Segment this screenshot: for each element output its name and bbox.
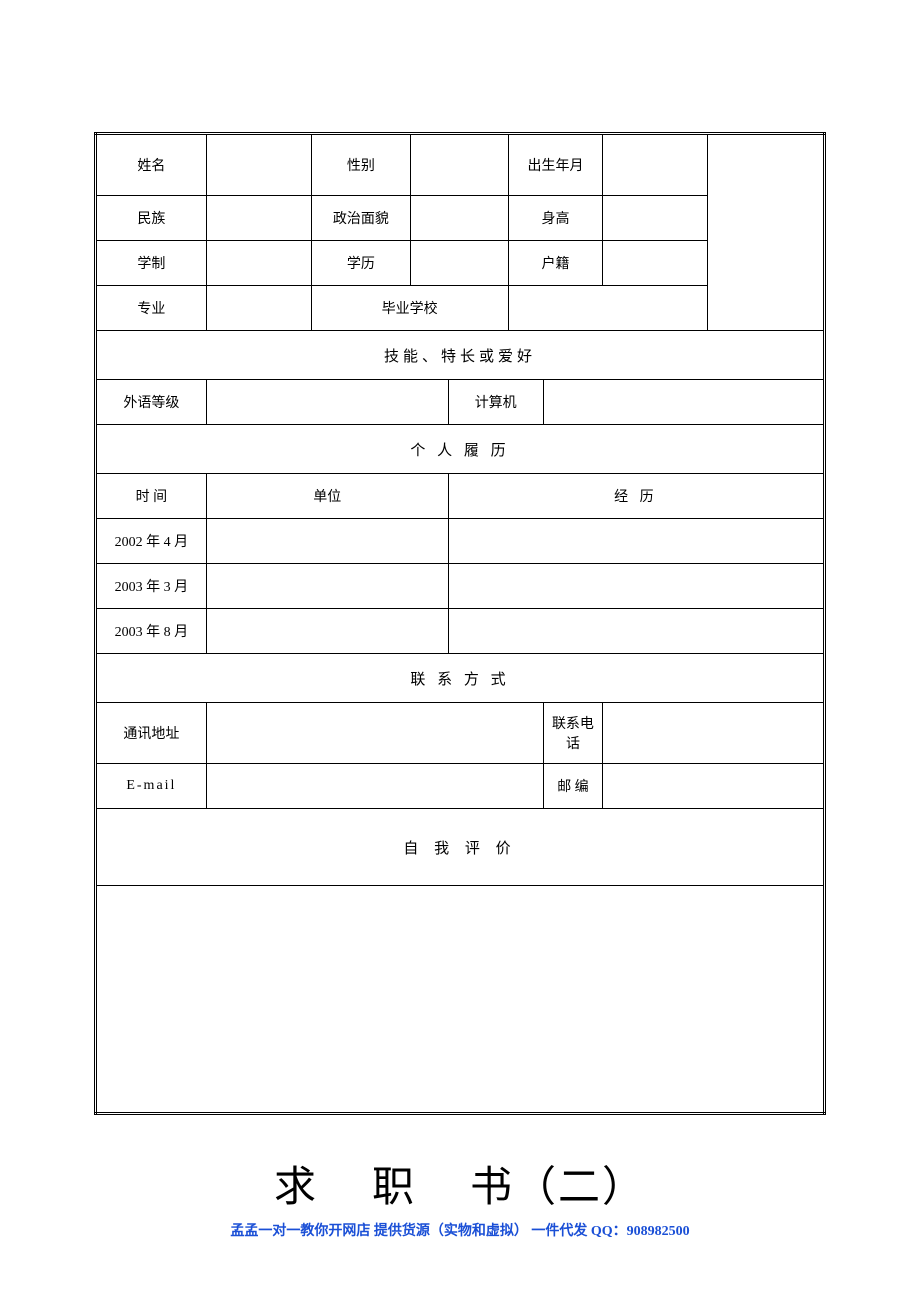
cv-r2-time: 2003 年 3 月	[96, 564, 207, 609]
col-unit: 单位	[206, 474, 448, 519]
title-c2: 职	[372, 1165, 416, 1211]
table-row: 2002 年 4 月	[96, 519, 825, 564]
table-row: 2003 年 8 月	[96, 609, 825, 654]
value-ethnicity	[206, 196, 311, 241]
label-height: 身高	[508, 196, 603, 241]
contact-header: 联 系 方 式	[96, 654, 825, 703]
cv-r3-unit	[206, 609, 448, 654]
value-grad-school	[508, 286, 708, 331]
value-photo	[708, 134, 825, 331]
title-suffix: （二）	[514, 1165, 646, 1211]
value-email	[206, 764, 543, 809]
value-political	[410, 196, 508, 241]
table-row: 2003 年 3 月	[96, 564, 825, 609]
value-postcode	[603, 764, 825, 809]
col-exp: 经 历	[448, 474, 824, 519]
value-phone	[603, 703, 825, 764]
value-major	[206, 286, 311, 331]
title-c3: 书	[470, 1165, 514, 1211]
skills-header: 技能、特长或爱好	[96, 331, 825, 380]
col-time: 时 间	[96, 474, 207, 519]
label-birth: 出生年月	[508, 134, 603, 196]
label-grad-school: 毕业学校	[311, 286, 508, 331]
page-footer: 孟孟一对一教你开网店 提供货源（实物和虚拟） 一件代发 QQ：908982500	[0, 1220, 920, 1240]
cv-r3-exp	[448, 609, 824, 654]
title-c1: 求	[274, 1165, 318, 1211]
self-eval-header: 自 我 评 价	[96, 809, 825, 886]
value-computer	[543, 380, 824, 425]
label-ethnicity: 民族	[96, 196, 207, 241]
label-email: E-mail	[96, 764, 207, 809]
cv-r1-time: 2002 年 4 月	[96, 519, 207, 564]
label-schooling: 学制	[96, 241, 207, 286]
cv-r3-time: 2003 年 8 月	[96, 609, 207, 654]
label-education: 学历	[311, 241, 410, 286]
value-name	[206, 134, 311, 196]
label-computer: 计算机	[448, 380, 543, 425]
value-height	[603, 196, 708, 241]
cv-r2-exp	[448, 564, 824, 609]
label-political: 政治面貌	[311, 196, 410, 241]
label-phone: 联系电话	[543, 703, 603, 764]
cv-r2-unit	[206, 564, 448, 609]
cv-r1-unit	[206, 519, 448, 564]
label-foreign-lang: 外语等级	[96, 380, 207, 425]
page-title: 求 职 书（二）	[94, 1153, 826, 1214]
label-name: 姓名	[96, 134, 207, 196]
value-household	[603, 241, 708, 286]
label-postcode: 邮 编	[543, 764, 603, 809]
cv-r1-exp	[448, 519, 824, 564]
value-address	[206, 703, 543, 764]
value-foreign-lang	[206, 380, 448, 425]
value-gender	[410, 134, 508, 196]
self-eval-body	[96, 886, 825, 1114]
label-address: 通讯地址	[96, 703, 207, 764]
value-education	[410, 241, 508, 286]
cv-header: 个 人 履 历	[96, 425, 825, 474]
label-household: 户籍	[508, 241, 603, 286]
value-schooling	[206, 241, 311, 286]
value-birth	[603, 134, 708, 196]
resume-table: 姓名 性别 出生年月 民族 政治面貌 身高 学制 学历 户籍	[94, 132, 826, 1115]
label-gender: 性别	[311, 134, 410, 196]
label-major: 专业	[96, 286, 207, 331]
